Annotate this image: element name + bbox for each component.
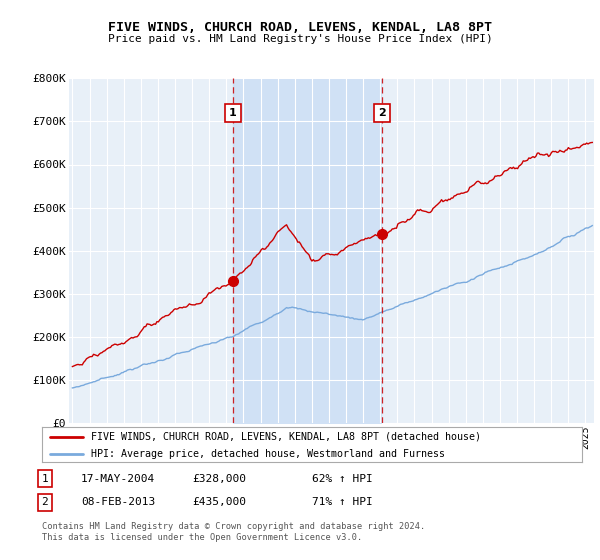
Text: 1: 1 xyxy=(229,108,237,118)
Text: 71% ↑ HPI: 71% ↑ HPI xyxy=(312,497,373,507)
Text: 2: 2 xyxy=(41,497,49,507)
Text: This data is licensed under the Open Government Licence v3.0.: This data is licensed under the Open Gov… xyxy=(42,533,362,542)
Text: FIVE WINDS, CHURCH ROAD, LEVENS, KENDAL, LA8 8PT (detached house): FIVE WINDS, CHURCH ROAD, LEVENS, KENDAL,… xyxy=(91,432,481,442)
Text: Price paid vs. HM Land Registry's House Price Index (HPI): Price paid vs. HM Land Registry's House … xyxy=(107,34,493,44)
Text: 1: 1 xyxy=(41,474,49,484)
Text: FIVE WINDS, CHURCH ROAD, LEVENS, KENDAL, LA8 8PT: FIVE WINDS, CHURCH ROAD, LEVENS, KENDAL,… xyxy=(108,21,492,34)
Text: £328,000: £328,000 xyxy=(192,474,246,484)
Text: 08-FEB-2013: 08-FEB-2013 xyxy=(81,497,155,507)
Text: Contains HM Land Registry data © Crown copyright and database right 2024.: Contains HM Land Registry data © Crown c… xyxy=(42,522,425,531)
Text: HPI: Average price, detached house, Westmorland and Furness: HPI: Average price, detached house, West… xyxy=(91,449,445,459)
Text: 62% ↑ HPI: 62% ↑ HPI xyxy=(312,474,373,484)
Text: 17-MAY-2004: 17-MAY-2004 xyxy=(81,474,155,484)
Text: £435,000: £435,000 xyxy=(192,497,246,507)
Text: 2: 2 xyxy=(378,108,386,118)
